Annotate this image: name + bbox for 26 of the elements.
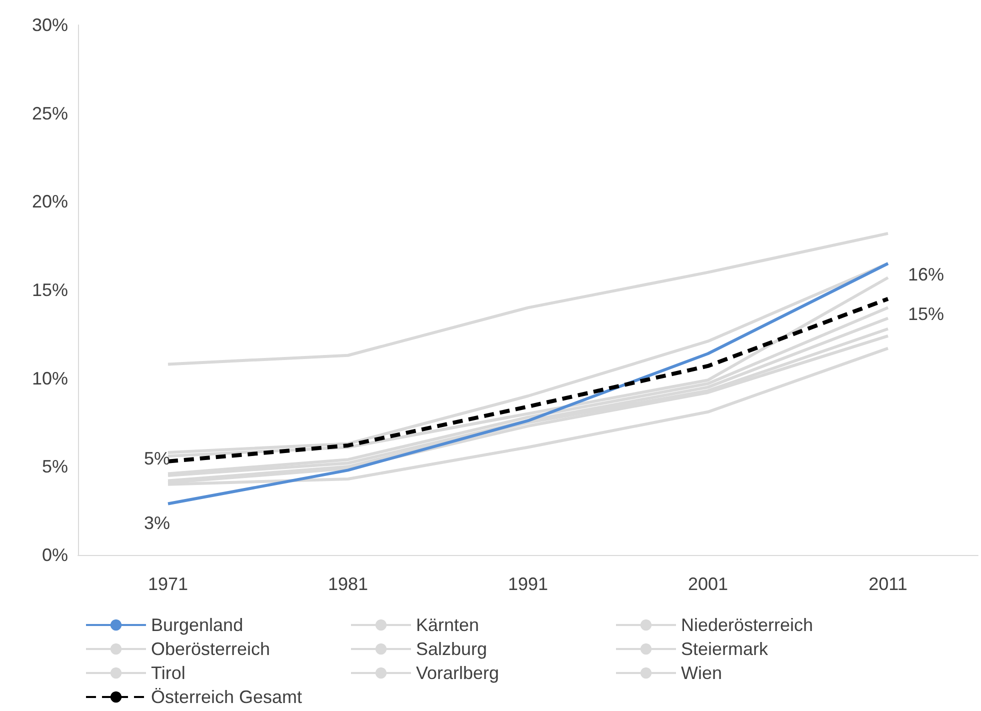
x-tick-label: 1991 <box>508 574 548 594</box>
legend-label: Salzburg <box>416 639 488 659</box>
data-label: 15% <box>908 304 944 324</box>
legend-label: Steiermark <box>681 639 770 659</box>
legend-label: Burgenland <box>151 615 244 635</box>
data-label: 16% <box>908 264 944 284</box>
legend-label: Oberösterreich <box>151 639 270 659</box>
y-tick-label: 0% <box>42 545 68 565</box>
x-tick-label: 1981 <box>328 574 368 594</box>
x-tick-label: 2011 <box>868 574 908 594</box>
y-tick-label: 15% <box>32 280 68 300</box>
data-label: 3% <box>144 512 170 533</box>
legend-label: Kärnten <box>416 615 480 635</box>
y-tick-label: 10% <box>32 368 68 388</box>
x-tick-label: 2001 <box>688 574 728 594</box>
data-label: 5% <box>144 448 170 468</box>
y-tick-label: 20% <box>32 192 68 212</box>
y-tick-label: 25% <box>32 103 68 124</box>
legend-label: Tirol <box>151 663 186 683</box>
x-tick-label: 1971 <box>148 574 188 594</box>
y-tick-label: 5% <box>42 456 68 477</box>
legend-label: Vorarlberg <box>416 663 500 683</box>
legend-label: Niederösterreich <box>681 615 814 635</box>
legend-label: Österreich Gesamt <box>151 687 302 707</box>
legend-label: Wien <box>681 663 722 683</box>
y-tick-label: 30% <box>32 15 68 35</box>
